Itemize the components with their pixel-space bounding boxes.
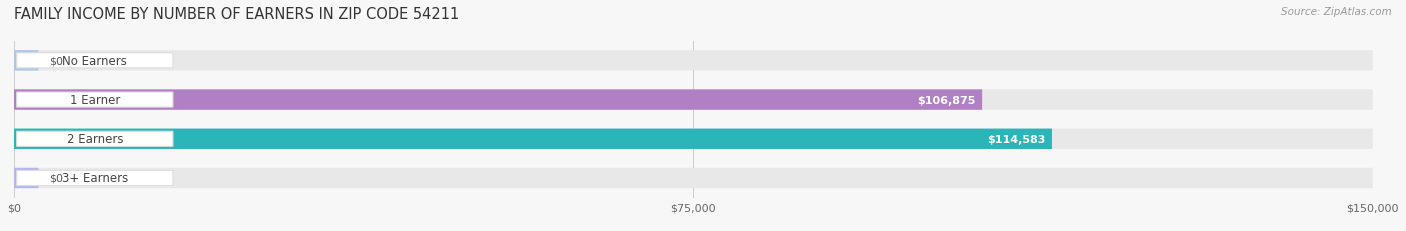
Text: $0: $0 bbox=[49, 173, 63, 183]
FancyBboxPatch shape bbox=[14, 90, 983, 110]
Text: 2 Earners: 2 Earners bbox=[66, 133, 124, 146]
Text: No Earners: No Earners bbox=[62, 55, 127, 67]
FancyBboxPatch shape bbox=[14, 168, 38, 188]
FancyBboxPatch shape bbox=[14, 51, 1372, 71]
Text: $0: $0 bbox=[49, 56, 63, 66]
FancyBboxPatch shape bbox=[14, 168, 1372, 188]
Text: $106,875: $106,875 bbox=[917, 95, 976, 105]
Text: FAMILY INCOME BY NUMBER OF EARNERS IN ZIP CODE 54211: FAMILY INCOME BY NUMBER OF EARNERS IN ZI… bbox=[14, 7, 460, 22]
Text: $114,583: $114,583 bbox=[987, 134, 1045, 144]
FancyBboxPatch shape bbox=[14, 90, 1372, 110]
FancyBboxPatch shape bbox=[17, 132, 173, 147]
FancyBboxPatch shape bbox=[14, 129, 1052, 149]
Text: 1 Earner: 1 Earner bbox=[70, 94, 120, 106]
FancyBboxPatch shape bbox=[17, 93, 173, 108]
FancyBboxPatch shape bbox=[17, 54, 173, 69]
Text: Source: ZipAtlas.com: Source: ZipAtlas.com bbox=[1281, 7, 1392, 17]
FancyBboxPatch shape bbox=[14, 51, 38, 71]
Text: 3+ Earners: 3+ Earners bbox=[62, 172, 128, 185]
FancyBboxPatch shape bbox=[17, 171, 173, 186]
FancyBboxPatch shape bbox=[14, 129, 1372, 149]
